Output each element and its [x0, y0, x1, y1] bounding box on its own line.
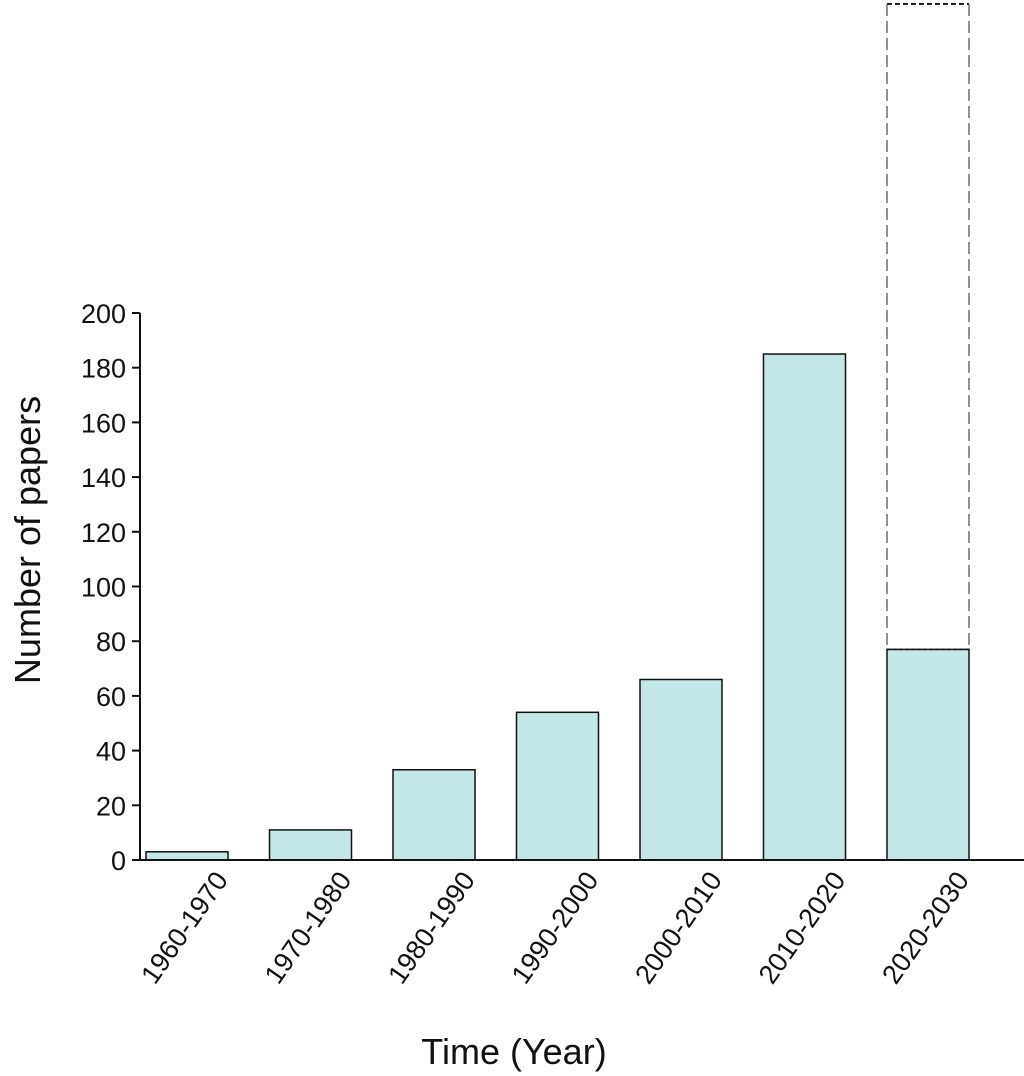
- y-tick-label: 40: [96, 737, 126, 767]
- bar-1980-1990: [392, 768, 476, 861]
- x-tick-label: 1970-1980: [259, 866, 358, 989]
- x-tick-label: 2000-2010: [629, 866, 728, 989]
- y-tick-label: 100: [81, 573, 126, 603]
- bar-1990-2000: [515, 711, 600, 861]
- x-tick-label: 1990-2000: [506, 866, 605, 989]
- x-axis-title: Time (Year): [421, 1031, 606, 1072]
- x-tick-label: 2020-2030: [876, 866, 975, 989]
- x-tick-label: 1980-1990: [382, 866, 481, 989]
- projected-bar-outline: [886, 3, 970, 651]
- bar-2010-2020: [762, 353, 847, 861]
- bar-1960-1970: [145, 851, 229, 861]
- y-tick-label: 120: [81, 518, 126, 548]
- y-tick-label: 60: [96, 682, 126, 712]
- y-tick-label: 180: [81, 354, 126, 384]
- x-axis-tick-labels: 1960-1970 1970-1980 1980-1990 1990-2000 2000…: [135, 866, 975, 989]
- y-tick-label: 140: [81, 463, 126, 493]
- bars: [145, 3, 970, 861]
- y-axis-ticks: 0 20 40 60 80 100 120 140 160 180 200: [81, 299, 140, 876]
- bar-2020-2030: [886, 648, 970, 861]
- y-tick-label: 20: [96, 791, 126, 821]
- y-tick-label: 80: [96, 627, 126, 657]
- x-tick-label: 1960-1970: [135, 866, 234, 989]
- y-tick-label: 160: [81, 408, 126, 438]
- y-axis-title: Number of papers: [7, 396, 48, 684]
- bar-2000-2010: [639, 678, 723, 861]
- y-tick-label: 0: [111, 846, 126, 876]
- y-tick-label: 200: [81, 299, 126, 329]
- x-tick-label: 2010-2020: [753, 866, 852, 989]
- bar-1970-1980: [268, 829, 353, 861]
